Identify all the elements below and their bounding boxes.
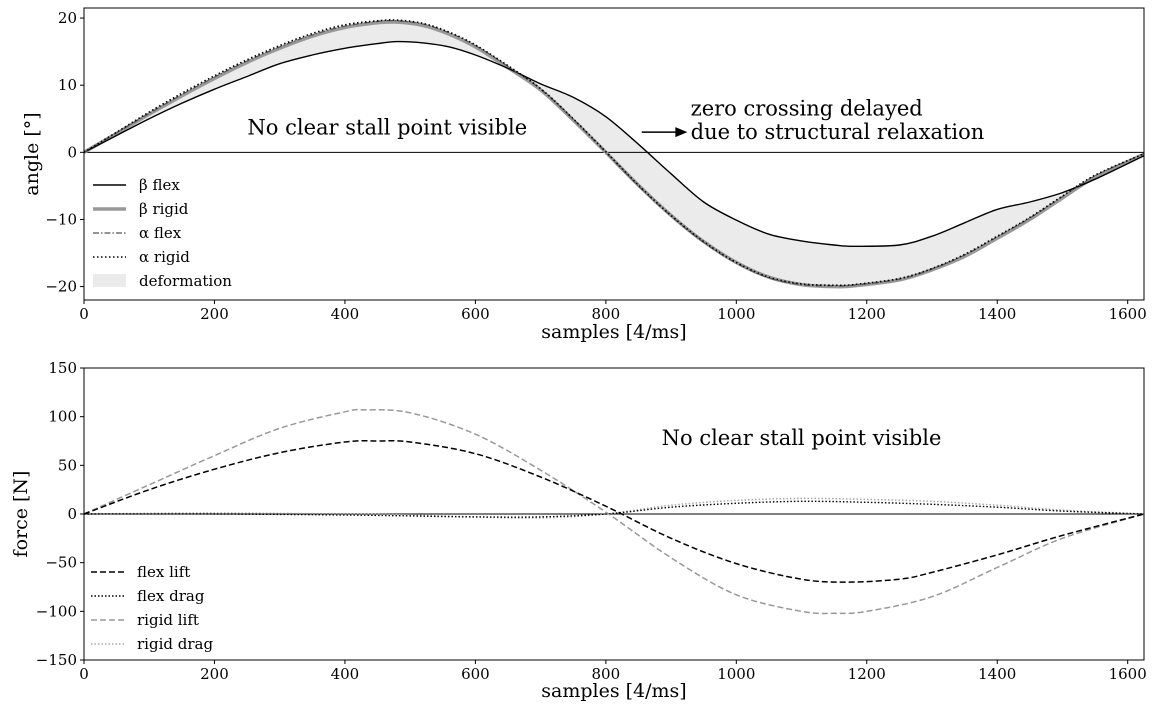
angle-axis-ticks: 0 200 400 600 800 1000 1200 1400 1600 −20 −10 0 10 20 — [45, 9, 1146, 323]
force-chart: 0 200 400 600 800 1000 1200 1400 1600−150−100−50… — [10, 359, 1147, 702]
y-tick-label: −50 — [45, 554, 77, 572]
y-tick-label: −20 — [45, 278, 77, 296]
angle-chart: 0 200 400 600 800 1000 1200 1400 1600 −20 −10 0 10 20… — [21, 7, 1147, 343]
legend-label-beta-rigid: β rigid — [139, 200, 189, 218]
y-tick-label: 0 — [67, 505, 77, 523]
y-tick-label: 100 — [48, 408, 77, 426]
angle-plot-frame — [83, 7, 1145, 301]
force-legend: flex lift flex drag rigid lift rigid dra… — [91, 563, 213, 653]
y-tick-label: 10 — [58, 76, 77, 94]
angle-annotation-delay-line2: due to structural relaxation — [691, 120, 985, 144]
legend-label-deformation: deformation — [139, 272, 232, 290]
alpha-rigid-line — [83, 19, 1145, 287]
force-x-axis-label: samples [4/ms] — [541, 680, 686, 702]
legend-label-alpha-flex: α flex — [139, 224, 182, 242]
x-tick-label: 1400 — [978, 305, 1016, 323]
y-tick-label: 150 — [48, 359, 77, 377]
rigid-lift-line — [83, 408, 1145, 615]
x-tick-label: 800 — [592, 665, 621, 683]
x-tick-label: 600 — [461, 305, 490, 323]
angle-legend: β flex β rigid α flex α rigid deformatio… — [93, 176, 232, 290]
x-tick-label: 200 — [200, 305, 229, 323]
x-tick-label: 400 — [331, 305, 360, 323]
y-tick-label: 0 — [67, 143, 77, 161]
y-tick-label: −150 — [36, 651, 77, 669]
force-annotation-stall: No clear stall point visible — [662, 426, 942, 450]
y-tick-label: 50 — [58, 456, 77, 474]
y-tick-label: 20 — [58, 9, 77, 27]
force-y-axis-label: force [N] — [10, 471, 32, 558]
angle-x-axis-label: samples [4/ms] — [541, 321, 686, 343]
zero-crossing-arrow — [641, 127, 688, 138]
legend-label-rigid-lift: rigid lift — [137, 611, 199, 629]
legend-label-alpha-rigid: α rigid — [139, 248, 190, 266]
x-tick-label: 1600 — [1109, 665, 1147, 683]
x-tick-label: 1400 — [978, 665, 1016, 683]
beta-flex-line — [83, 40, 1145, 248]
deformation-area — [84, 21, 1144, 287]
angle-annotation-delay-line1: zero crossing delayed — [691, 97, 923, 121]
x-tick-label: 600 — [461, 665, 490, 683]
x-tick-label: 400 — [331, 665, 360, 683]
x-tick-label: 0 — [79, 305, 89, 323]
alpha-flex-line — [83, 19, 1145, 287]
legend-swatch-deformation — [93, 274, 126, 287]
x-tick-label: 1200 — [848, 665, 886, 683]
force-axis-ticks: 0 200 400 600 800 1000 1200 1400 1600−150−100−50… — [36, 359, 1147, 683]
legend-label-flex-drag: flex drag — [137, 587, 205, 605]
x-tick-label: 1000 — [717, 305, 755, 323]
x-tick-label: 800 — [592, 305, 621, 323]
x-tick-label: 1600 — [1109, 305, 1147, 323]
legend-label-beta-flex: β flex — [139, 176, 180, 194]
angle-y-axis-label: angle [°] — [21, 112, 43, 195]
legend-label-rigid-drag: rigid drag — [137, 635, 213, 653]
flex-drag-line — [83, 500, 1145, 518]
y-tick-label: −10 — [45, 210, 77, 228]
flex-lift-line — [83, 439, 1145, 583]
x-tick-label: 1200 — [848, 305, 886, 323]
y-tick-label: −100 — [36, 602, 77, 620]
x-tick-label: 1000 — [717, 665, 755, 683]
legend-label-flex-lift: flex lift — [137, 563, 190, 581]
rigid-drag-line — [83, 497, 1145, 519]
angle-annotation-stall: No clear stall point visible — [247, 115, 527, 139]
x-tick-label: 200 — [200, 665, 229, 683]
x-tick-label: 0 — [79, 665, 89, 683]
